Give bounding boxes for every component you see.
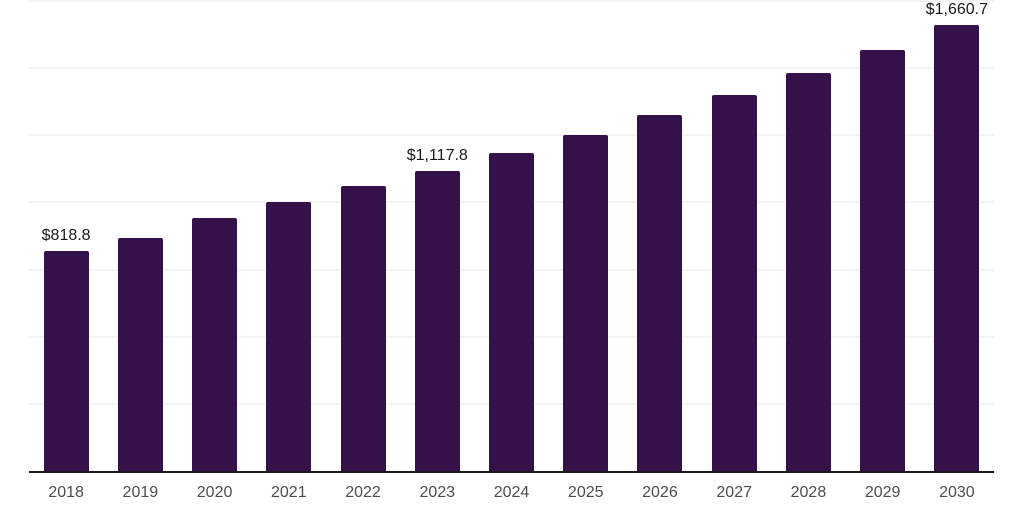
bar-2030	[934, 24, 980, 471]
x-tick-2026: 2026	[642, 484, 678, 501]
plot-area: $818.8 $1,117.8 $1,660.7	[29, 0, 994, 473]
gridline-1250	[29, 134, 994, 137]
bar-2020	[192, 217, 238, 471]
x-tick-2025: 2025	[567, 484, 604, 501]
value-label-2030: $1,660.7	[925, 0, 989, 18]
x-tick-2029: 2029	[864, 484, 901, 501]
value-label-2023: $1,117.8	[406, 146, 468, 164]
bar-2027	[711, 94, 757, 471]
x-tick-2022: 2022	[345, 484, 381, 501]
gridline-1500	[29, 67, 994, 70]
bar-2018	[43, 251, 89, 471]
bar-2026	[637, 115, 683, 471]
bar-2025	[563, 135, 609, 471]
x-tick-2024: 2024	[493, 484, 530, 501]
bar-2028	[785, 72, 831, 471]
bar-2029	[860, 49, 906, 471]
x-axis-line	[29, 471, 994, 473]
bar-2019	[117, 237, 163, 471]
x-axis-labels: 2018 2019 2020 2021 2022 2023 2024 2025 2026 2027…	[29, 483, 994, 505]
bar-2023	[414, 170, 460, 471]
x-tick-2019: 2019	[122, 484, 159, 501]
x-tick-2028: 2028	[790, 484, 827, 501]
bar-2021	[266, 201, 312, 471]
x-tick-2021: 2021	[271, 484, 307, 501]
x-tick-2023: 2023	[419, 484, 456, 501]
value-label-2018: $818.8	[41, 227, 91, 245]
x-tick-2020: 2020	[196, 484, 233, 501]
gridline-1750	[29, 0, 994, 2]
bar-2022	[340, 186, 386, 471]
x-tick-2030: 2030	[939, 484, 975, 501]
bar-2024	[489, 153, 534, 471]
x-tick-2018: 2018	[48, 484, 84, 501]
x-tick-2027: 2027	[716, 484, 752, 501]
